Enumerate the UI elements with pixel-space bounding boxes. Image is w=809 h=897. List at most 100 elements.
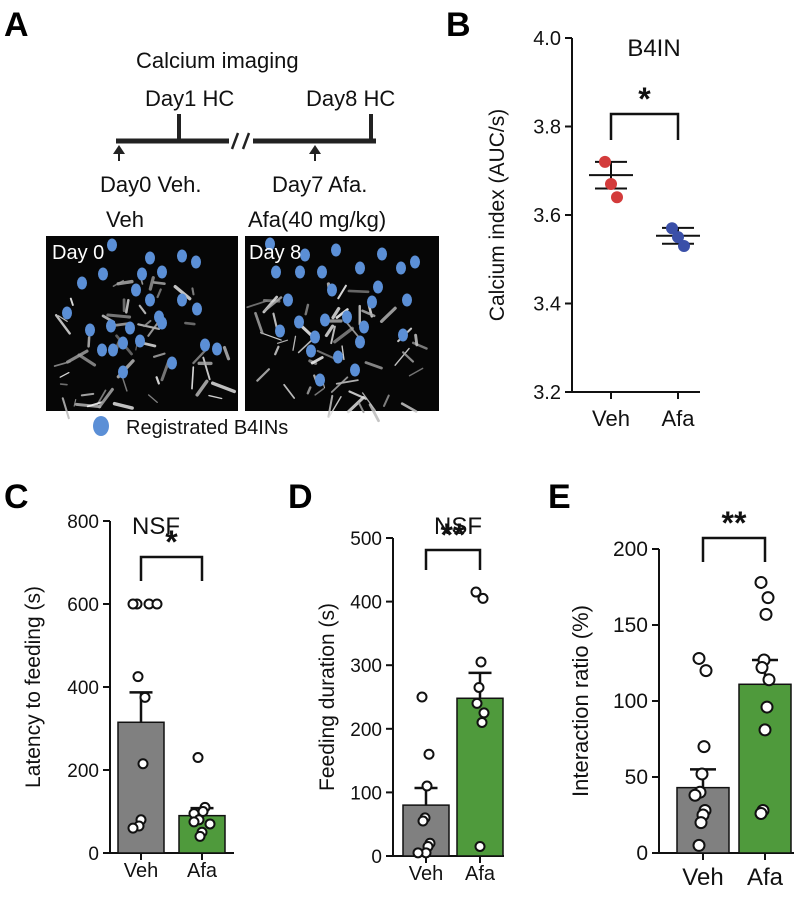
fiber-streak xyxy=(401,351,415,363)
data-point xyxy=(692,838,706,852)
data-point xyxy=(132,671,144,683)
panel-label-b: B xyxy=(446,6,471,44)
registered-cell xyxy=(342,310,352,324)
fiber-streak xyxy=(61,397,70,420)
timeline: Calcium imaging Day1 HC Day8 HC Day0 Veh… xyxy=(100,48,395,232)
data-point xyxy=(759,607,773,621)
registered-cell xyxy=(137,267,147,281)
panel-label-e: E xyxy=(548,478,571,516)
fiber-streak xyxy=(69,297,74,306)
fiber-streak xyxy=(316,349,337,360)
x-tick-label: Veh xyxy=(592,406,630,431)
data-point xyxy=(192,752,204,764)
y-tick-label: 300 xyxy=(350,656,382,677)
registered-cell xyxy=(145,251,155,265)
x-tick-label: Afa xyxy=(187,860,218,882)
fiber-streak xyxy=(361,309,376,318)
fiber-streak xyxy=(137,323,161,331)
y-tick-label: 500 xyxy=(350,529,382,550)
registered-cell xyxy=(333,350,343,364)
registered-cell xyxy=(154,310,164,324)
significance-bracket xyxy=(139,555,204,581)
fiber-streak xyxy=(125,298,130,314)
image-right-caption: Afa(40 mg/kg) xyxy=(248,207,386,232)
y-tick-label: 0 xyxy=(88,844,99,865)
fiber-streak xyxy=(53,360,71,367)
data-point xyxy=(416,691,428,703)
y-axis-title: Latency to feeding (s) xyxy=(22,586,45,788)
data-point xyxy=(699,664,713,678)
data-point xyxy=(471,697,483,709)
registered-cell xyxy=(145,293,155,307)
registered-cell xyxy=(177,249,187,263)
registered-cell xyxy=(355,335,365,349)
fiber-streak xyxy=(59,383,68,386)
fiber-streak xyxy=(358,402,365,414)
registered-cell xyxy=(107,238,117,252)
fiber-streak xyxy=(141,341,157,348)
x-tick-label: Veh xyxy=(124,860,158,882)
data-point xyxy=(127,822,139,834)
significance-bracket xyxy=(424,548,482,570)
data-point xyxy=(470,586,482,598)
fiber-streak xyxy=(277,339,289,344)
registered-cell xyxy=(191,255,201,269)
legend: Registrated B4INs xyxy=(93,416,288,439)
registered-cell xyxy=(410,255,420,269)
fiber-streak xyxy=(57,315,68,322)
y-tick-label: 400 xyxy=(67,678,99,699)
cell-blob-icon xyxy=(93,416,109,436)
fiber-streak xyxy=(400,402,418,413)
data-point xyxy=(605,178,617,191)
y-tick-label: 3.8 xyxy=(533,117,561,139)
data-point xyxy=(694,816,708,830)
fiber-streak xyxy=(408,367,424,377)
registered-cell xyxy=(300,248,310,262)
fiber-streak xyxy=(138,304,147,315)
registered-cell xyxy=(396,261,406,275)
fiber-streak xyxy=(191,366,195,390)
micrograph-day8: Day 8 xyxy=(245,236,439,423)
chart-d: 0 100 200 300 400 500 Veh Afa Feeding duration (… xyxy=(316,513,504,885)
data-point xyxy=(139,691,151,703)
timeline-day7-label: Day7 Afa. xyxy=(272,172,367,197)
timeline-day8-label: Day8 HC xyxy=(306,86,395,111)
data-point xyxy=(754,575,768,589)
registered-cell xyxy=(157,265,167,279)
fiber-streak xyxy=(292,335,297,351)
y-tick-label: 0 xyxy=(371,847,382,868)
fiber-streak xyxy=(73,399,77,407)
registered-cell xyxy=(275,324,285,338)
x-tick-label: Veh xyxy=(682,864,723,891)
y-tick-label: 3.6 xyxy=(533,205,561,227)
registered-cell xyxy=(377,247,387,261)
fiber-streak xyxy=(80,392,95,397)
registered-cell xyxy=(118,336,128,350)
fiber-streak xyxy=(143,319,152,328)
fiber-streak xyxy=(152,352,166,358)
registered-cell xyxy=(106,319,116,333)
x-tick-label: Afa xyxy=(747,864,784,891)
data-point xyxy=(204,818,216,830)
x-tick-label: Afa xyxy=(661,406,695,431)
y-tick-label: 200 xyxy=(613,538,648,561)
significance-bracket xyxy=(609,112,680,140)
fiber-streak xyxy=(202,356,211,381)
fiber-streak xyxy=(222,345,231,361)
y-tick-label: 100 xyxy=(350,783,382,804)
fiber-streak xyxy=(112,401,134,410)
fiber-streak xyxy=(191,287,195,296)
fiber-streak xyxy=(256,368,271,382)
y-axis-title: Feeding duration (s) xyxy=(316,603,339,791)
up-arrow-icon xyxy=(113,145,125,161)
y-axis-title: Interaction ratio (%) xyxy=(568,605,593,797)
registered-cell xyxy=(317,265,327,279)
y-tick-label: 200 xyxy=(350,720,382,741)
fiber-streak xyxy=(337,284,347,300)
registered-cell xyxy=(402,293,412,307)
fiber-streak xyxy=(347,289,370,294)
data-point xyxy=(611,191,623,204)
y-tick-label: 100 xyxy=(613,690,648,713)
registered-cell xyxy=(331,243,341,257)
data-point xyxy=(421,780,433,792)
